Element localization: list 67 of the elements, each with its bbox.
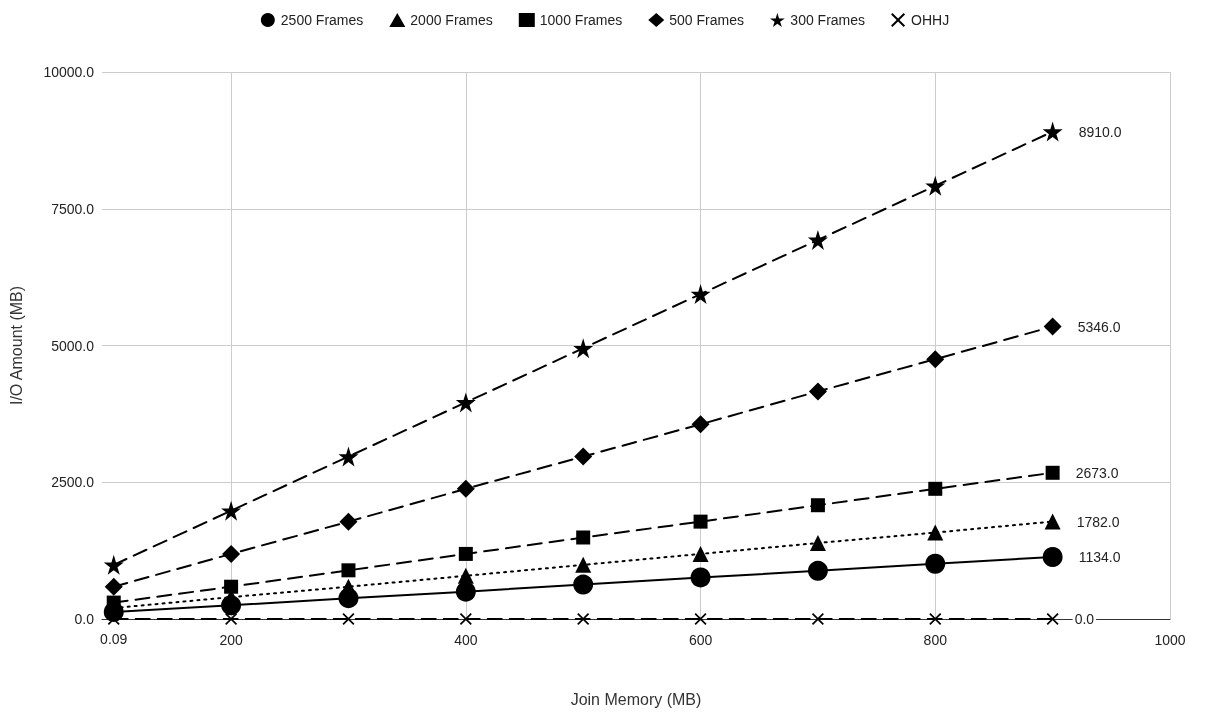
- point: [927, 524, 944, 541]
- point: [457, 567, 474, 584]
- legend-label: 2000 Frames: [410, 12, 493, 28]
- point: [925, 175, 946, 196]
- legend-label: OHHJ: [911, 12, 950, 28]
- point: [928, 481, 943, 496]
- point: [1045, 465, 1060, 480]
- x-tick-label: 600: [688, 632, 713, 648]
- data-label: 5346.0: [1077, 318, 1121, 335]
- legend-label: 1000 Frames: [539, 12, 623, 28]
- point: [338, 446, 359, 467]
- y-tick-label: 10000.0: [43, 64, 95, 80]
- y-tick-label: 5000.0: [51, 337, 95, 354]
- point: [225, 613, 238, 625]
- point: [573, 574, 594, 595]
- point: [692, 545, 709, 562]
- point: [1042, 546, 1063, 567]
- x-tick-label: 400: [454, 632, 478, 648]
- point: [458, 546, 473, 561]
- point: [224, 579, 239, 594]
- point: [690, 284, 711, 305]
- y-tick-label: 2500.0: [51, 474, 95, 491]
- data-label: 0.0: [1074, 611, 1095, 627]
- point: [221, 500, 242, 521]
- point: [690, 567, 711, 588]
- y-axis-title: I/O Amount (MB): [7, 285, 25, 406]
- point: [691, 415, 710, 434]
- point: [809, 534, 826, 551]
- x-tick-label: 200: [219, 632, 243, 648]
- point: [222, 544, 241, 563]
- point: [575, 556, 592, 573]
- point: [339, 512, 358, 531]
- point: [1044, 513, 1061, 530]
- point: [693, 514, 708, 529]
- legend-label: 300 Frames: [790, 12, 866, 28]
- point: [574, 447, 593, 466]
- point: [808, 382, 827, 401]
- data-label: 2673.0: [1075, 464, 1119, 481]
- data-label: 1134.0: [1078, 548, 1121, 565]
- y-tick-label: 0.0: [74, 611, 95, 627]
- x-axis-title: Join Memory (MB): [570, 690, 702, 708]
- point: [926, 350, 945, 369]
- point: [573, 338, 594, 359]
- point: [807, 560, 828, 581]
- y-tick-label: 7500.0: [51, 200, 95, 217]
- point: [810, 498, 825, 513]
- x-tick-label: 1000: [1154, 632, 1186, 648]
- point: [341, 563, 356, 578]
- point: [576, 530, 591, 545]
- point: [456, 479, 475, 498]
- point: [455, 392, 476, 413]
- legend-label: 500 Frames: [669, 12, 744, 28]
- x-tick-label: 800: [923, 632, 948, 648]
- data-label: 1782.0: [1076, 513, 1120, 530]
- data-label: 8910.0: [1078, 123, 1122, 140]
- point: [455, 581, 476, 602]
- data-label: 0.09: [100, 631, 128, 647]
- point: [1042, 121, 1063, 142]
- point: [811, 613, 824, 625]
- point: [103, 554, 124, 575]
- point: [577, 613, 590, 625]
- point: [104, 577, 123, 596]
- point: [459, 613, 472, 625]
- point: [1043, 317, 1062, 336]
- point: [925, 553, 946, 574]
- legend-label: 2500 Frames: [280, 12, 364, 28]
- point: [807, 229, 828, 250]
